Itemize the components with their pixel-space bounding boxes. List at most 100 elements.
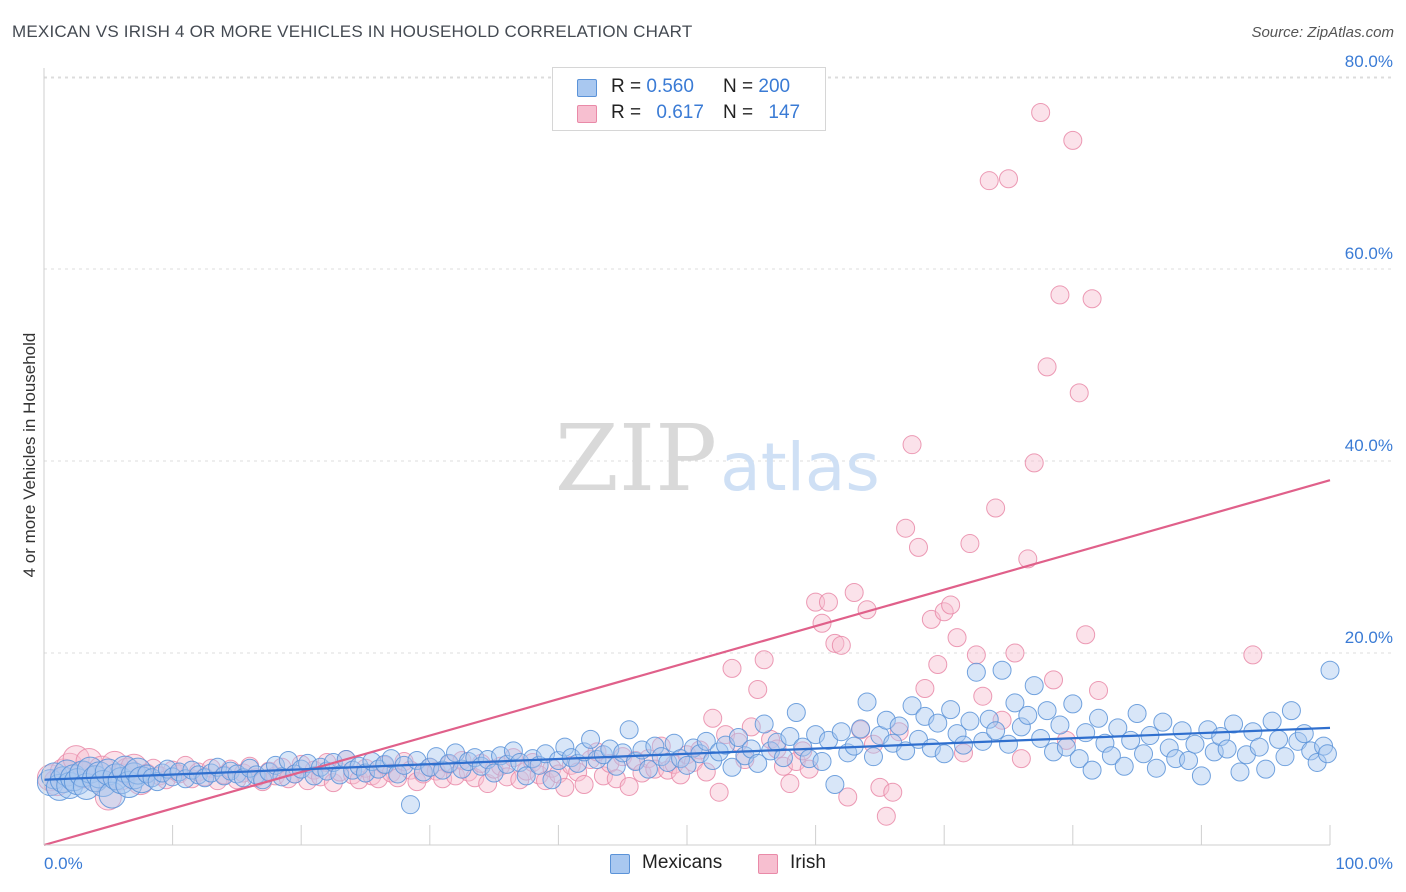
mexicans-point bbox=[773, 748, 793, 768]
irish-point bbox=[1005, 643, 1025, 663]
mexicans-point bbox=[1185, 734, 1205, 754]
mexicans-point bbox=[452, 759, 472, 779]
mexicans-point bbox=[812, 751, 832, 771]
mexicans-point bbox=[806, 725, 826, 745]
irish-point bbox=[1031, 103, 1051, 123]
mexicans-point bbox=[992, 660, 1012, 680]
bottom-legend-swatch-mexicans bbox=[610, 854, 630, 874]
bottom-legend-label-irish: Irish bbox=[790, 852, 826, 873]
irish-point bbox=[960, 534, 980, 554]
irish-point bbox=[1063, 130, 1083, 150]
mexicans-point bbox=[1301, 741, 1321, 761]
bottom-legend-swatch-irish bbox=[758, 854, 778, 874]
irish-point bbox=[780, 774, 800, 794]
irish-point bbox=[915, 679, 935, 699]
irish-point bbox=[671, 765, 691, 785]
mexicans-point bbox=[831, 722, 851, 742]
bottom-legend-label-mexicans: Mexicans bbox=[642, 852, 723, 873]
irish-point bbox=[999, 169, 1018, 189]
mexicans-point bbox=[1005, 693, 1025, 713]
mexicans-point bbox=[754, 714, 774, 734]
mexicans-point bbox=[851, 719, 871, 739]
x-tick-label-max: 100.0% bbox=[1335, 854, 1393, 873]
y-tick-label: 40.0% bbox=[1345, 436, 1393, 455]
chart-title: MEXICAN VS IRISH 4 OR MORE VEHICLES IN H… bbox=[12, 22, 693, 41]
y-tick-label: 60.0% bbox=[1345, 244, 1393, 263]
irish-point bbox=[1037, 357, 1057, 377]
mexicans-point bbox=[1256, 759, 1276, 779]
irish-point bbox=[838, 787, 858, 807]
irish-point bbox=[619, 776, 639, 796]
mexicans-point bbox=[1063, 694, 1083, 714]
mexicans-point bbox=[1217, 739, 1237, 759]
trend-layer bbox=[43, 479, 1331, 847]
irish-point bbox=[1082, 289, 1102, 309]
mexicans-point bbox=[1191, 766, 1211, 786]
y-tick-label: 80.0% bbox=[1345, 52, 1393, 71]
irish-point bbox=[1044, 670, 1064, 690]
legend-n-value-irish: 147 bbox=[768, 102, 801, 123]
grid-layer bbox=[44, 76, 1392, 654]
watermark-zip: ZIP bbox=[555, 405, 717, 512]
mexicans-trend-line bbox=[43, 726, 1331, 781]
irish-point bbox=[574, 775, 594, 795]
mexicans-point bbox=[1134, 744, 1154, 764]
mexicans-point bbox=[889, 716, 909, 736]
mexicans-point bbox=[1230, 762, 1250, 782]
irish-trend-line bbox=[43, 479, 1331, 847]
legend-swatch-irish bbox=[577, 105, 597, 123]
legend-swatch-mexicans bbox=[577, 79, 597, 97]
irish-point bbox=[748, 679, 768, 699]
irish-point bbox=[323, 773, 343, 793]
irish-point bbox=[876, 806, 896, 826]
irish-point bbox=[1076, 625, 1096, 645]
mexicans-point bbox=[934, 744, 954, 764]
irish-point bbox=[831, 635, 851, 655]
mexicans-point bbox=[999, 734, 1018, 754]
y-axis-title: 4 or more Vehicles in Household bbox=[20, 332, 39, 578]
mexicans-point bbox=[953, 735, 973, 755]
legend-n-value-mexicans: 200 bbox=[758, 76, 791, 97]
mexicans-point bbox=[1320, 660, 1340, 680]
mexicans-point bbox=[696, 731, 716, 751]
mexicans-point bbox=[356, 763, 375, 783]
mexicans-point bbox=[1281, 701, 1301, 721]
mexicans-point bbox=[728, 727, 748, 747]
irish-point bbox=[953, 743, 973, 763]
mexicans-point bbox=[1159, 738, 1179, 758]
mexicans-point bbox=[1224, 714, 1244, 734]
mexicans-point bbox=[1011, 717, 1031, 737]
mexicans-point bbox=[722, 757, 742, 777]
x-tick-label-min: 0.0% bbox=[44, 854, 83, 873]
mexicans-point bbox=[1121, 730, 1141, 750]
mexicans-point bbox=[1114, 756, 1134, 776]
irish-point bbox=[1089, 680, 1109, 700]
mexicans-point bbox=[1146, 758, 1166, 778]
irish-point bbox=[478, 774, 498, 794]
bottom-legend-mexicans: Mexicans bbox=[610, 852, 722, 874]
watermark: ZIP atlas bbox=[555, 405, 880, 512]
mexicans-point bbox=[1069, 749, 1089, 769]
irish-point bbox=[754, 650, 774, 670]
irish-point bbox=[1050, 285, 1070, 305]
mexicans-point bbox=[1275, 747, 1295, 767]
mexicans-point bbox=[780, 727, 800, 747]
axis-layer: 20.0% 40.0% 60.0% 80.0% 0.0% 100.0% bbox=[43, 52, 1393, 873]
mexicans-point bbox=[1101, 746, 1121, 766]
mexicans-point bbox=[941, 700, 961, 720]
irish-point bbox=[889, 722, 909, 742]
irish-point bbox=[870, 777, 890, 797]
mexicans-point bbox=[960, 711, 980, 731]
mexicans-point bbox=[1037, 701, 1057, 721]
irish-point bbox=[844, 583, 864, 603]
irish-point bbox=[973, 686, 993, 706]
irish-point bbox=[896, 518, 916, 538]
irish-point bbox=[908, 537, 928, 557]
mexicans-point bbox=[619, 720, 639, 740]
irish-point bbox=[696, 762, 716, 782]
mexicans-point bbox=[401, 795, 421, 815]
legend-r-value-irish: 0.617 bbox=[656, 102, 704, 123]
mexicans-point bbox=[152, 763, 172, 783]
irish-point bbox=[902, 435, 922, 455]
